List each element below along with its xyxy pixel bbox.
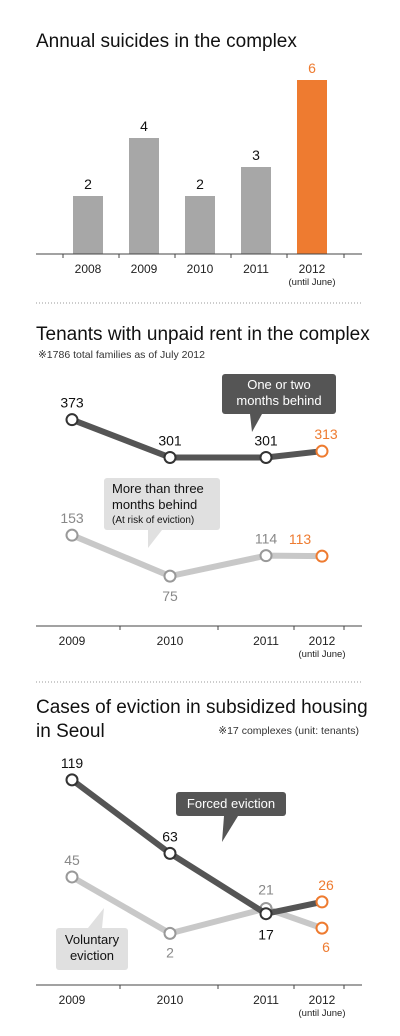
- data-value-label: 21: [258, 881, 274, 897]
- callout-forced-eviction: [176, 792, 286, 816]
- bar-2009: [129, 138, 159, 254]
- callout-label: One or two: [247, 377, 311, 392]
- data-point: [259, 549, 273, 563]
- series-line-more-than-three-months-behind: [69, 532, 325, 580]
- x-tick-label: 2009: [131, 262, 158, 276]
- data-value-label: 2: [166, 944, 174, 960]
- callout-label: eviction: [70, 948, 114, 963]
- data-point: [65, 870, 79, 884]
- data-value-label: 6: [322, 939, 330, 955]
- data-value-label: 301: [254, 432, 278, 448]
- data-point: [65, 528, 79, 542]
- callout-voluntary-eviction-pointer: [88, 908, 104, 928]
- data-point: [259, 450, 273, 464]
- callout-voluntary-eviction: [56, 928, 128, 970]
- bar-value-label: 6: [308, 60, 316, 76]
- data-point: [163, 926, 177, 940]
- data-value-label: 373: [60, 395, 84, 411]
- x-tick-label: 2010: [157, 634, 184, 648]
- callout-label: months behind: [236, 393, 321, 408]
- x-tick-label: 2009: [59, 634, 86, 648]
- callout-sublabel: (At risk of eviction): [112, 515, 194, 526]
- data-point: [315, 444, 329, 458]
- data-value-label: 301: [158, 432, 182, 448]
- chart-title: Tenants with unpaid rent in the complex: [36, 324, 370, 345]
- x-tick-label: 2011: [253, 634, 279, 648]
- callout-label: More than three: [112, 481, 204, 496]
- callout-label: Forced eviction: [187, 796, 275, 811]
- bar-2008: [73, 196, 103, 254]
- callout-label: Voluntary: [65, 932, 120, 947]
- data-value-label: 153: [60, 510, 84, 526]
- data-value-label: 17: [258, 927, 274, 943]
- bar-value-label: 3: [252, 147, 260, 163]
- data-value-label: 114: [255, 531, 278, 547]
- x-tick-sublabel: (until June): [299, 649, 346, 660]
- series-line-one-or-two-months-behind: [69, 416, 325, 461]
- x-tick-sublabel: (until June): [299, 1008, 346, 1019]
- x-tick-label: 2009: [59, 993, 86, 1007]
- data-point: [65, 773, 79, 787]
- bar-2010: [185, 196, 215, 254]
- x-tick-label: 2011: [253, 993, 279, 1007]
- x-tick-label: 2008: [75, 262, 102, 276]
- chart-note: ※1786 total families as of July 2012: [38, 349, 205, 361]
- chart-title: Cases of eviction in subsidized housing: [36, 697, 368, 718]
- data-point: [163, 569, 177, 583]
- x-tick-sublabel: (until June): [289, 277, 336, 288]
- data-value-label: 45: [64, 852, 80, 868]
- callout-more-than-three-months-pointer: [148, 530, 162, 548]
- series-line-voluntary-eviction: [69, 873, 325, 937]
- data-point: [163, 450, 177, 464]
- x-tick-label: 2010: [157, 993, 184, 1007]
- bar-value-label: 2: [84, 176, 92, 192]
- x-tick-label: 2012: [309, 993, 336, 1007]
- data-point: [315, 921, 329, 935]
- chart-title: Annual suicides in the complex: [36, 31, 297, 52]
- data-value-label: 26: [318, 877, 334, 893]
- chart-title: in Seoul: [36, 721, 105, 742]
- callout-one-or-two-months-pointer: [250, 414, 262, 432]
- bar-value-label: 4: [140, 118, 148, 134]
- bar-value-label: 2: [196, 176, 204, 192]
- data-point: [259, 907, 273, 921]
- data-value-label: 313: [314, 426, 338, 442]
- data-point: [315, 895, 329, 909]
- x-tick-label: 2012: [299, 262, 326, 276]
- data-value-label: 75: [162, 588, 178, 604]
- data-point: [315, 549, 329, 563]
- series-line-forced-eviction: [69, 776, 325, 917]
- data-value-label: 119: [61, 755, 84, 771]
- x-tick-label: 2010: [187, 262, 214, 276]
- data-point: [65, 413, 79, 427]
- callout-more-than-three-months: [104, 478, 220, 530]
- data-value-label: 113: [289, 531, 312, 547]
- x-tick-label: 2012: [309, 634, 336, 648]
- chart-note: ※17 complexes (unit: tenants): [218, 725, 359, 737]
- callout-one-or-two-months: [222, 374, 336, 414]
- data-value-label: 63: [162, 828, 178, 844]
- x-tick-label: 2011: [243, 262, 269, 276]
- bar-2012: [297, 80, 327, 254]
- callout-label: months behind: [112, 497, 197, 512]
- data-point: [163, 846, 177, 860]
- bar-2011: [241, 167, 271, 254]
- callout-forced-eviction-pointer: [222, 816, 238, 842]
